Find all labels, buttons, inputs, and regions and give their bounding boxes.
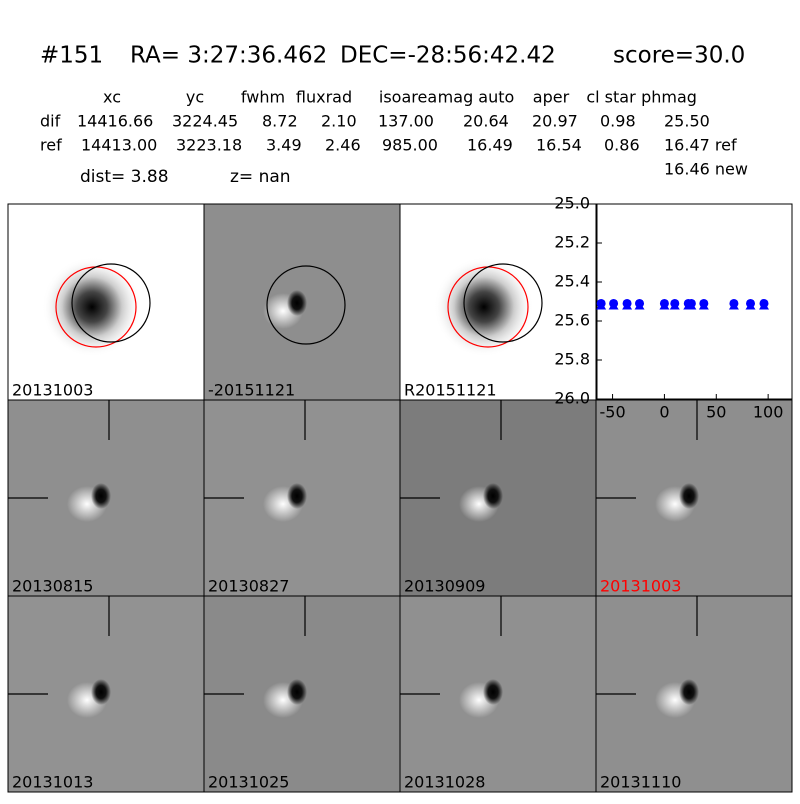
row-label: ref: [40, 136, 62, 155]
table-cell: 3224.45: [172, 112, 238, 131]
column-header: mag auto: [438, 88, 515, 107]
point: [699, 298, 709, 308]
table-cell: 0.98: [600, 112, 636, 131]
aperture-new: [266, 265, 346, 345]
candidate-id: #151: [40, 43, 103, 69]
dipole-black: [91, 679, 111, 705]
point: [729, 298, 739, 308]
source-blob: [434, 257, 534, 357]
dipole-black: [287, 679, 307, 705]
table-cell: 3.49: [266, 136, 302, 155]
column-header: xc: [103, 88, 121, 107]
table-cell: 16.54: [536, 136, 582, 155]
phmag-new: 16.46 new: [664, 160, 748, 179]
table-cell: 14416.66: [77, 112, 153, 131]
table-cell: 137.00: [378, 112, 434, 131]
y-tick-label: 25.4: [554, 272, 590, 291]
score: score=30.0: [613, 43, 745, 69]
x-tick-label: -50: [599, 403, 625, 422]
panel-label: 20130815: [12, 577, 93, 596]
row-label: dif: [40, 112, 61, 131]
column-header: yc: [186, 88, 204, 107]
point: [596, 298, 606, 308]
dipole-black: [91, 483, 111, 509]
table-cell: 985.00: [382, 136, 438, 155]
y-tick-label: 25.2: [554, 233, 590, 252]
panel-label: 20131110: [600, 773, 681, 792]
point: [670, 298, 680, 308]
table-cell: 14413.00: [81, 136, 157, 155]
dipole-black: [287, 483, 307, 509]
aperture-new: [463, 263, 543, 343]
table-cell: 16.49: [467, 136, 513, 155]
table-cell: 8.72: [262, 112, 298, 131]
dec: DEC=-28:56:42.42: [340, 43, 556, 69]
table-cell: 2.46: [325, 136, 361, 155]
column-header: phmag: [641, 88, 697, 107]
dist: dist= 3.88: [80, 167, 169, 187]
y-tick-label: 25.8: [554, 350, 590, 369]
dipole-black: [287, 290, 307, 316]
z: z= nan: [230, 167, 291, 187]
column-header: fwhm: [241, 88, 285, 107]
point: [686, 298, 696, 308]
panel-label: R20151121: [404, 381, 497, 400]
panel-label: 20131003: [12, 381, 93, 400]
column-header: fluxrad: [296, 88, 352, 107]
panel-label: 20131028: [404, 773, 485, 792]
panel-label: 20130909: [404, 577, 485, 596]
table-cell: 20.97: [532, 112, 578, 131]
column-header: cl star: [586, 88, 636, 107]
y-tick-label: 25.0: [554, 194, 590, 213]
table-cell: 0.86: [604, 136, 640, 155]
point: [635, 298, 645, 308]
dipole-black: [679, 679, 699, 705]
point: [609, 298, 619, 308]
point: [759, 298, 769, 308]
panel-label: -20151121: [208, 381, 295, 400]
aperture-new: [71, 263, 151, 343]
y-tick-label: 25.6: [554, 311, 590, 330]
dipole-black: [483, 483, 503, 509]
table-cell: 2.10: [321, 112, 357, 131]
x-tick-label: 0: [659, 403, 669, 422]
dipole-black: [679, 483, 699, 509]
table-cell: 25.50: [664, 112, 710, 131]
table-cell: 3223.18: [176, 136, 242, 155]
point: [659, 298, 669, 308]
panel-label: 20131025: [208, 773, 289, 792]
x-tick-label: 100: [753, 403, 784, 422]
ra: RA= 3:27:36.462: [130, 43, 327, 69]
point: [622, 298, 632, 308]
y-tick-label: 26.0: [554, 389, 590, 408]
column-header: isoarea: [379, 88, 437, 107]
source-blob: [42, 257, 142, 357]
table-cell: 16.47 ref: [664, 136, 737, 155]
table-cell: 20.64: [463, 112, 509, 131]
dipole-black: [483, 679, 503, 705]
column-header: aper: [533, 88, 570, 107]
point: [746, 298, 756, 308]
panel-label: 20131013: [12, 773, 93, 792]
panel-label: 20130827: [208, 577, 289, 596]
x-tick-label: 50: [706, 403, 726, 422]
panel-label: 20131003: [600, 577, 681, 596]
